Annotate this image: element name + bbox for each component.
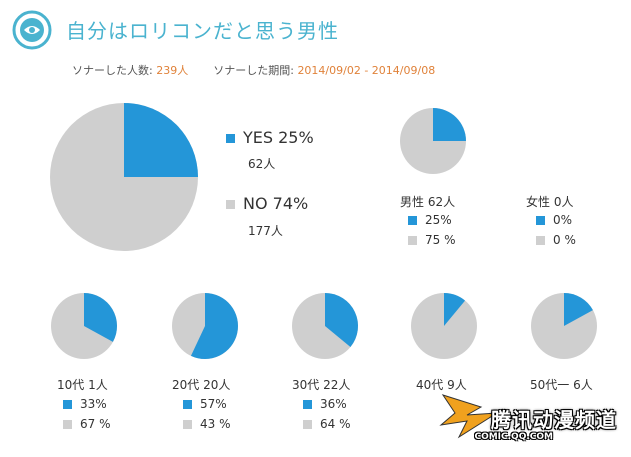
pie-age-0-yes-slice — [84, 293, 117, 342]
pie-age-2 — [292, 293, 359, 359]
watermark-url: COMIC.QQ.COM — [474, 432, 553, 442]
age-30s-no: 64 % — [303, 417, 351, 431]
legend-no-count: 177人 — [248, 224, 283, 238]
pie-age-3 — [411, 293, 477, 359]
age-50s-label: 50代一 6人 — [530, 378, 593, 392]
period-label: ソナーした期間: — [213, 64, 294, 77]
pie-overall-yes-slice — [124, 103, 198, 177]
legend-yes-count: 62人 — [248, 157, 276, 171]
age-10s-yes: 33% — [63, 397, 107, 411]
period-value: 2014/09/02 - 2014/09/08 — [297, 64, 436, 77]
legend-no-swatch — [226, 200, 235, 209]
respondents-value: 239人 — [156, 64, 189, 77]
gender-female-label: 女性 0人 — [526, 195, 574, 209]
legend-yes-label: YES 25% — [243, 128, 314, 147]
pie-male — [400, 108, 466, 174]
legend-yes-swatch — [226, 134, 235, 143]
age-10s-no: 67 % — [63, 417, 111, 431]
pie-age-3-yes-slice — [444, 293, 466, 326]
gender-female-yes: 0% — [536, 213, 572, 227]
age-40s-label: 40代 9人 — [416, 378, 467, 392]
pie-overall — [50, 103, 198, 251]
logo-icon — [12, 10, 52, 50]
respondents-label: ソナーした人数: — [72, 64, 153, 77]
gender-male-label: 男性 62人 — [400, 195, 456, 209]
age-30s-yes: 36% — [303, 397, 347, 411]
page-title: 自分はロリコンだと思う男性 — [66, 19, 339, 43]
pie-age-4 — [531, 293, 597, 359]
survey-meta: ソナーした人数: 239人 ソナーした期間: 2014/09/02 - 2014… — [72, 62, 435, 78]
legend-no-label: NO 74% — [243, 194, 309, 213]
age-20s-label: 20代 20人 — [172, 378, 231, 392]
age-10s-label: 10代 1人 — [57, 378, 108, 392]
gender-female-no: 0 % — [536, 233, 576, 247]
watermark-text: 腾讯动漫频道 — [491, 408, 617, 432]
pie-age-4-yes-slice — [564, 293, 593, 326]
age-30s-label: 30代 22人 — [292, 378, 351, 392]
gender-male-no: 75 % — [408, 233, 456, 247]
pie-age-2-yes-slice — [325, 293, 359, 348]
pie-age-1-yes-slice — [190, 293, 238, 359]
legend-yes: YES 25% — [226, 128, 314, 147]
pie-age-0 — [51, 293, 117, 359]
legend-no: NO 74% — [226, 194, 308, 213]
gender-male-yes: 25% — [408, 213, 452, 227]
pie-age-1 — [172, 293, 238, 359]
age-20s-yes: 57% — [183, 397, 227, 411]
pie-male-yes-slice — [433, 108, 466, 141]
watermark-logo-icon — [439, 394, 498, 439]
age-20s-no: 43 % — [183, 417, 231, 431]
